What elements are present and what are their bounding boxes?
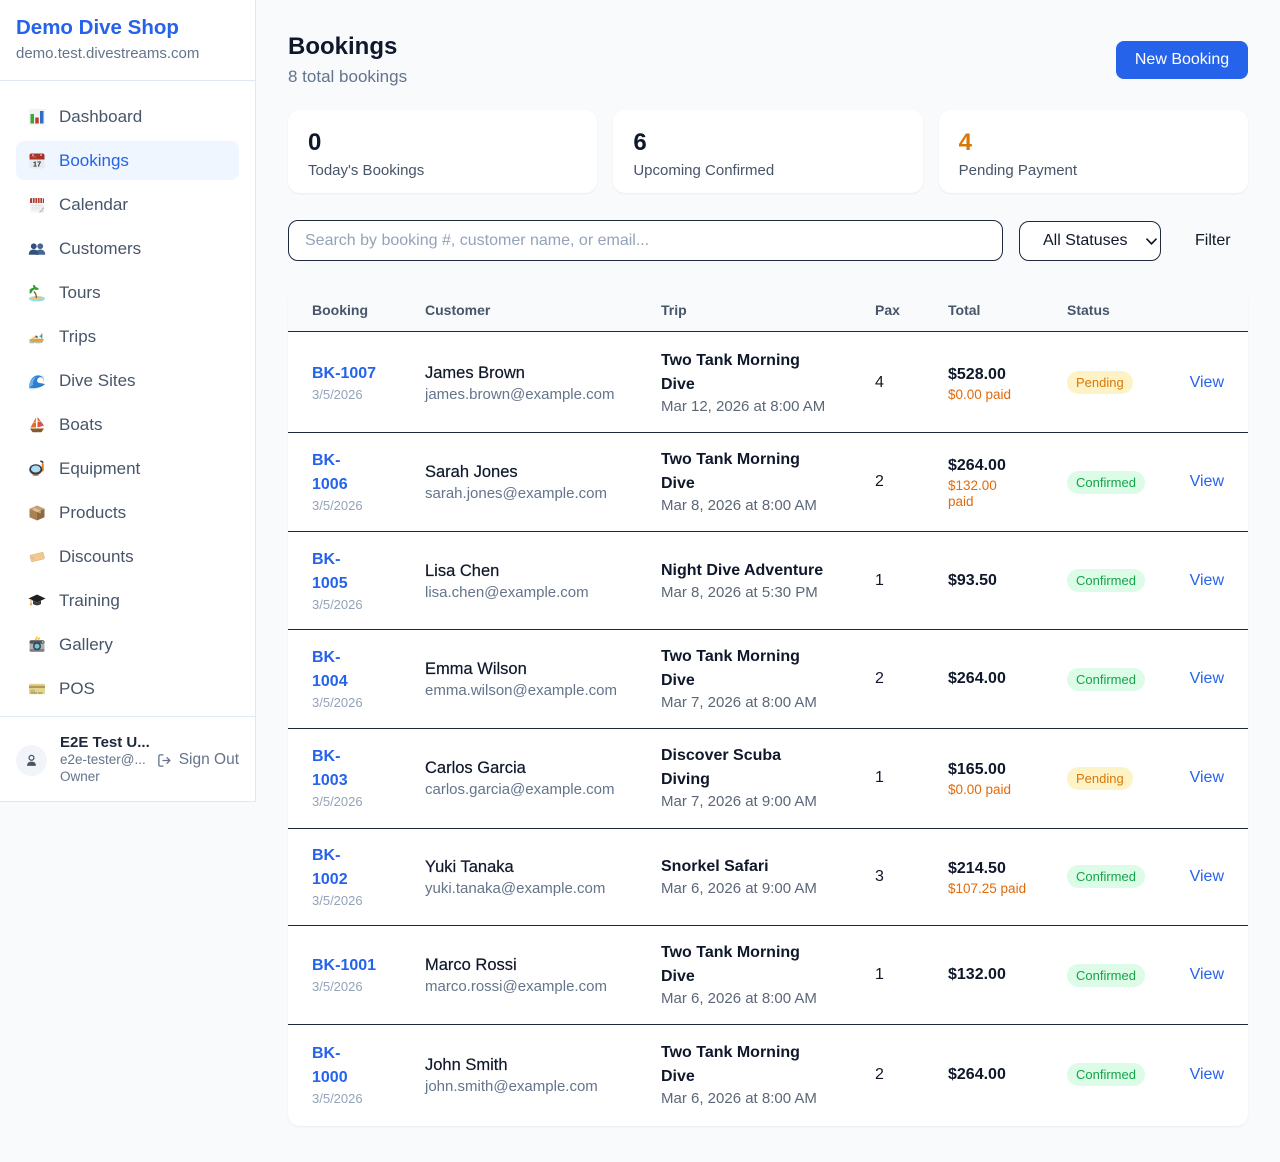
svg-text:17: 17 <box>33 159 41 168</box>
